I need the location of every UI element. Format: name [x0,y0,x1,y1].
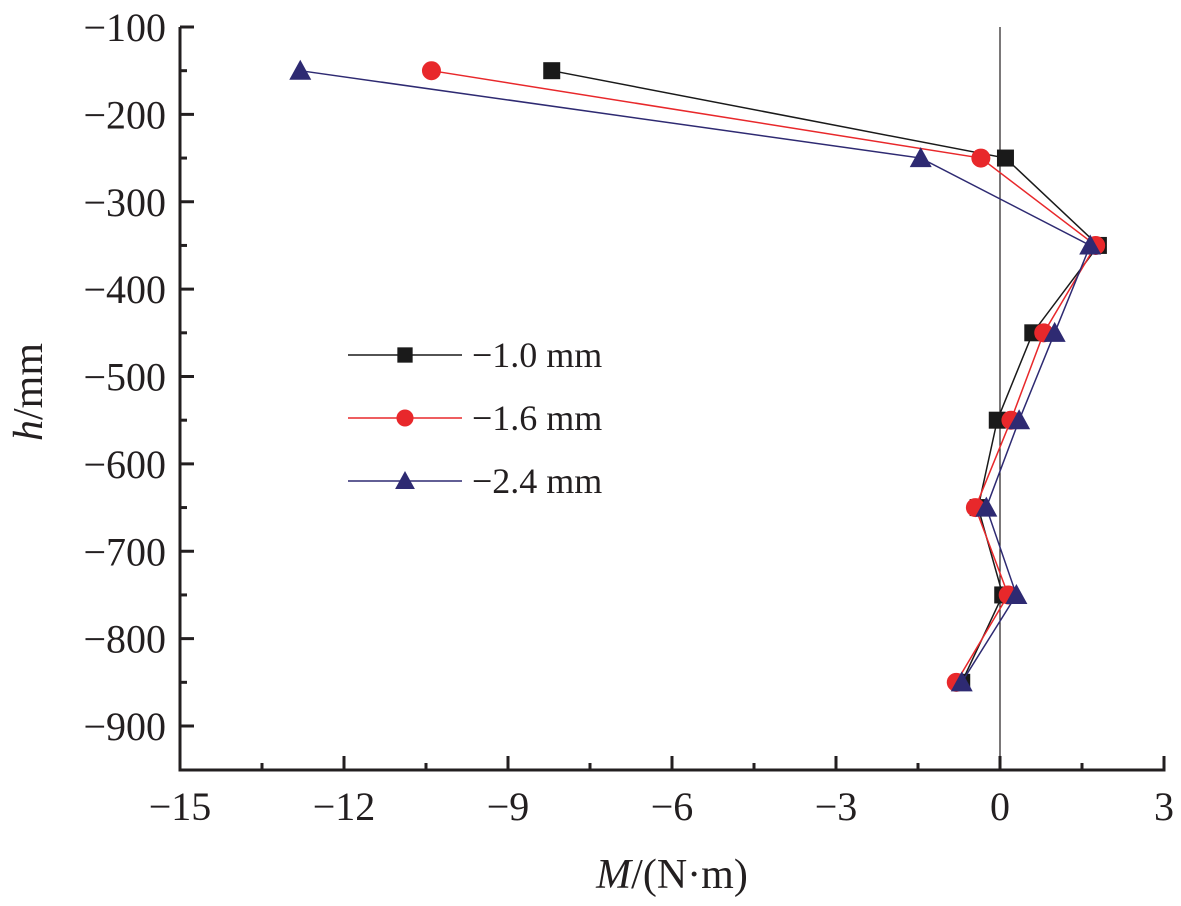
x-tick-label: 0 [990,784,1010,829]
y-tick-label: −100 [83,5,166,50]
data-point-square [988,411,1006,429]
y-axis-title-rest: /mm [6,343,52,420]
axes: −15 −12 −9 −6 −3 0 3 −100 −200 −300 −400 −500 −600 −7… [83,5,1174,829]
y-tick-label: −900 [83,704,166,749]
x-axis-title-italic: M [595,852,633,898]
x-tick-label: −9 [487,784,530,829]
y-tick-label: −200 [83,92,166,137]
series-line [551,69,1100,683]
legend-marker-circle [396,409,414,427]
x-tick-label: −6 [651,784,694,829]
y-tick-label: −700 [83,529,166,574]
y-axis-title: h/mm [6,343,52,441]
data-point-square [543,62,561,80]
x-axis-title: M/(N·m) [595,852,748,898]
data-point-triangle [1079,234,1102,255]
legend: −1.0 mm −1.6 mm −2.4 mm [348,335,602,501]
x-tick-label: −12 [313,784,376,829]
x-tick-label: −15 [149,784,212,829]
legend-label: −2.4 mm [472,461,602,501]
y-tick-label: −800 [83,617,166,662]
y-tick-label: −500 [83,355,166,400]
series-line [300,69,1092,683]
data-point-triangle [909,147,932,168]
data-point-triangle [975,496,998,517]
legend-item: −2.4 mm [348,461,602,501]
y-tick-label: −300 [83,180,166,225]
series-group [289,59,1107,692]
series-triangle [289,59,1102,692]
legend-item: −1.6 mm [348,398,602,438]
legend-marker-square [397,347,413,363]
legend-label: −1.6 mm [472,398,602,438]
legend-item: −1.0 mm [348,335,602,375]
data-point-triangle [1005,583,1028,604]
data-point-triangle [1043,321,1066,342]
data-point-triangle [289,59,312,80]
legend-marker-triangle [395,471,415,489]
x-tick-label: 3 [1154,784,1174,829]
x-tick-label: −3 [815,784,858,829]
data-point-triangle [1008,409,1031,430]
data-point-square [996,149,1014,167]
legend-label: −1.0 mm [472,335,602,375]
y-axis-title-italic: h [6,420,52,441]
data-point-circle [971,148,991,168]
data-point-triangle [950,671,973,692]
x-axis-title-rest: /(N·m) [631,852,748,898]
y-tick-label: −400 [83,267,166,312]
y-tick-label: −600 [83,442,166,487]
data-point-circle [421,61,441,81]
series-line [431,69,1097,683]
